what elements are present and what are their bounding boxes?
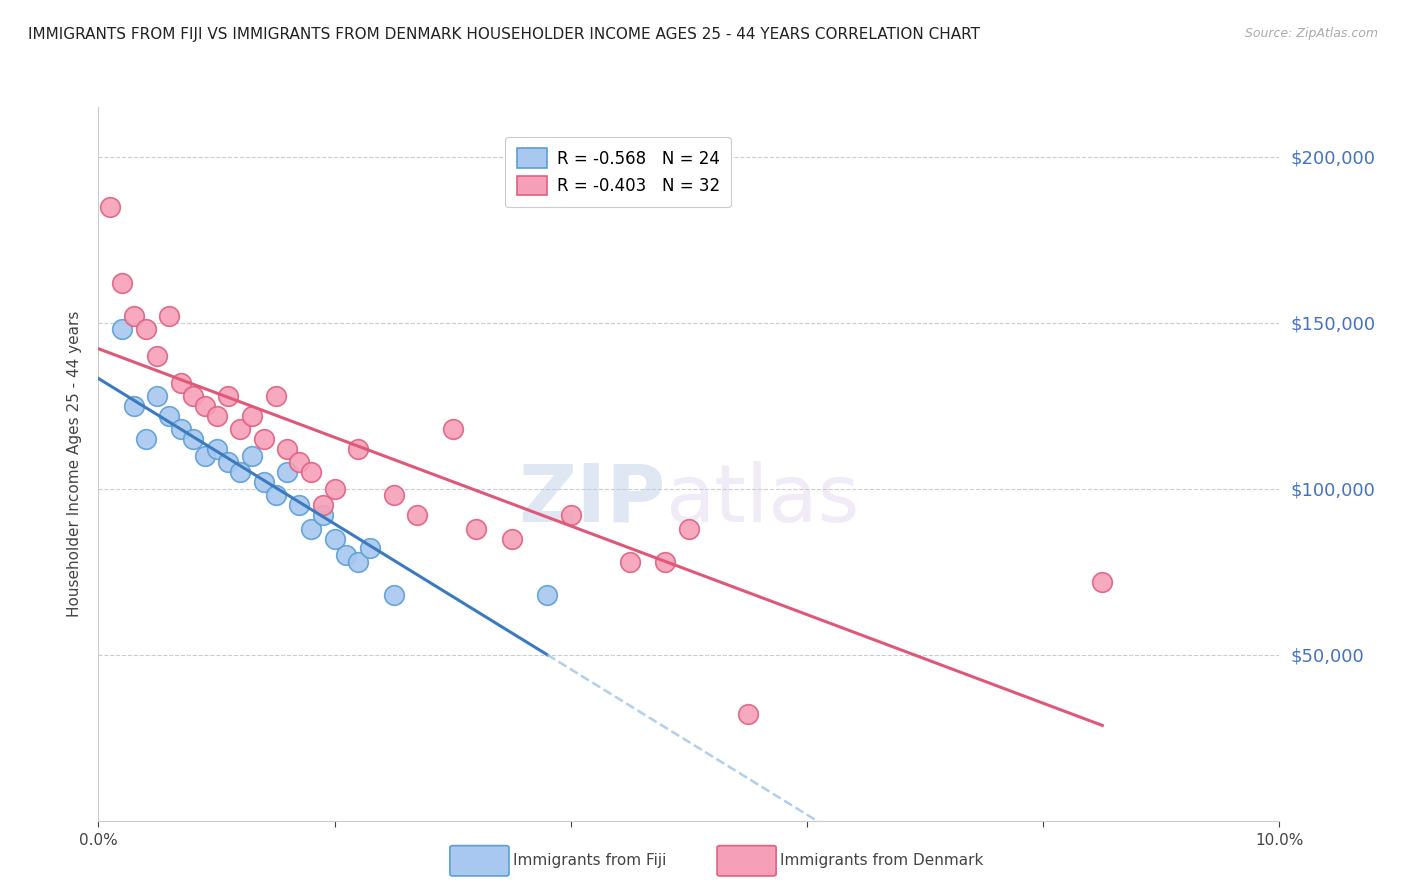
Point (276, 465, 298, 479)
Point (323, 532, 346, 546)
Text: atlas: atlas (665, 460, 859, 539)
Point (135, 432, 157, 446)
Point (465, 522, 488, 536)
Point (217, 389, 239, 403)
Point (560, 508, 582, 523)
Point (205, 409, 228, 423)
Point (441, 422, 464, 436)
Text: Source: ZipAtlas.com: Source: ZipAtlas.com (1244, 27, 1378, 40)
Point (737, 707, 759, 722)
Point (288, 499, 311, 513)
Point (536, 588, 558, 602)
Text: ZIP: ZIP (517, 460, 665, 539)
Point (382, 588, 405, 602)
Point (122, 399, 145, 413)
Point (240, 449, 263, 463)
Point (181, 432, 204, 446)
Point (1091, 574, 1114, 589)
Point (347, 442, 370, 456)
Point (276, 442, 298, 456)
Point (299, 465, 322, 479)
Point (217, 455, 239, 469)
Point (181, 389, 204, 403)
Point (359, 541, 381, 556)
Point (240, 409, 263, 423)
Point (406, 508, 429, 523)
Text: IMMIGRANTS FROM FIJI VS IMMIGRANTS FROM DENMARK HOUSEHOLDER INCOME AGES 25 - 44 : IMMIGRANTS FROM FIJI VS IMMIGRANTS FROM … (28, 27, 980, 42)
Text: Immigrants from Fiji: Immigrants from Fiji (513, 854, 666, 868)
Point (323, 482, 346, 496)
Point (619, 555, 641, 569)
Point (312, 508, 335, 523)
Y-axis label: Householder Income Ages 25 - 44 years: Householder Income Ages 25 - 44 years (67, 310, 83, 617)
Point (170, 376, 193, 390)
Point (253, 432, 276, 446)
Point (264, 488, 287, 502)
Point (194, 399, 217, 413)
Text: Immigrants from Denmark: Immigrants from Denmark (780, 854, 984, 868)
Point (299, 522, 322, 536)
Point (253, 475, 276, 489)
Point (347, 555, 370, 569)
Point (111, 322, 134, 336)
Point (146, 349, 169, 363)
Point (194, 449, 217, 463)
Point (229, 422, 252, 436)
Point (264, 389, 287, 403)
Point (157, 409, 180, 423)
Point (229, 465, 252, 479)
Point (312, 499, 335, 513)
Point (146, 389, 169, 403)
Point (111, 276, 134, 290)
Point (157, 309, 180, 323)
Point (654, 555, 676, 569)
Point (382, 488, 405, 502)
Legend: R = -0.568   N = 24, R = -0.403   N = 32: R = -0.568 N = 24, R = -0.403 N = 32 (505, 136, 731, 207)
Point (122, 309, 145, 323)
Point (678, 522, 700, 536)
Point (335, 548, 357, 562)
Point (98, 200, 121, 214)
Point (205, 442, 228, 456)
Point (288, 455, 311, 469)
Point (135, 322, 157, 336)
Point (170, 422, 193, 436)
Point (501, 532, 523, 546)
